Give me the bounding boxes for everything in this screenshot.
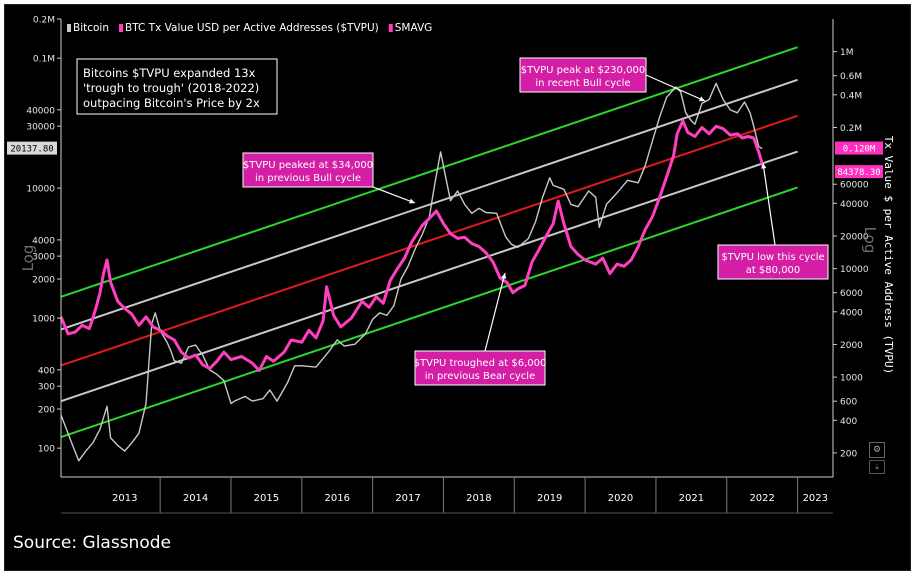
right-current-value: 84378.30 bbox=[837, 168, 880, 178]
left-current-value: 20137.80 bbox=[10, 145, 53, 155]
x-tick-label: 2017 bbox=[395, 493, 420, 504]
annotation-1: $TVPU peaked at $34,000 in previous Bull … bbox=[242, 152, 416, 204]
source-label: Source: Glassnode bbox=[13, 533, 171, 553]
annotation-line: in previous Bear cycle bbox=[425, 371, 536, 382]
legend: Bitcoin BTC Tx Value USD per Active Addre… bbox=[67, 22, 432, 34]
right-tick-label: 0.6M bbox=[840, 72, 862, 82]
right-current-value-box bbox=[835, 165, 883, 179]
right-tick-label: 60000 bbox=[840, 181, 869, 191]
right-tick-label: 1000 bbox=[840, 374, 863, 384]
annotation-line: $TVPU peak at $230,000 bbox=[521, 65, 645, 76]
legend-swatch bbox=[388, 24, 393, 32]
annotation-arrow bbox=[762, 162, 776, 246]
annotation-arrowhead bbox=[501, 273, 507, 279]
annotation-4: $TVPU low this cycle at $80,000 bbox=[717, 162, 829, 280]
x-tick-label: 2015 bbox=[254, 493, 279, 504]
right-tick-label: 1M bbox=[840, 48, 854, 58]
left-tick-label: 100 bbox=[38, 445, 55, 455]
left-axis-label: Log bbox=[19, 245, 37, 272]
right-current-value-box bbox=[835, 141, 883, 155]
left-tick-label: 4000 bbox=[32, 236, 55, 246]
trend-line-2 bbox=[60, 114, 798, 367]
right-tick-label: 200 bbox=[840, 449, 857, 459]
chart-export-icon[interactable]: ⤓ bbox=[869, 460, 885, 474]
annotation-3: $TVPU troughed at $6,000 in previous Bear… bbox=[414, 272, 547, 386]
left-tick-label: 200 bbox=[38, 406, 55, 416]
series-layer bbox=[59, 82, 766, 462]
annotation-line: $TVPU peaked at $34,000 bbox=[243, 160, 373, 171]
x-tick-label: 2016 bbox=[324, 493, 349, 504]
annotation-arrow bbox=[645, 74, 706, 102]
legend-item: Bitcoin bbox=[73, 22, 109, 34]
annotation-line: at $80,000 bbox=[746, 265, 801, 276]
left-tick-label: 30000 bbox=[26, 123, 55, 133]
left-current-value-box bbox=[7, 141, 57, 155]
trend-line-4 bbox=[60, 186, 798, 439]
right-tick-label: 400 bbox=[840, 417, 857, 427]
legend-item: SMAVG bbox=[395, 22, 433, 34]
right-axis-label: Log bbox=[861, 227, 879, 254]
x-tick-label: 2014 bbox=[183, 493, 208, 504]
right-tick-label: 0.4M bbox=[840, 91, 862, 101]
annotation-box bbox=[76, 58, 278, 115]
left-tick-label: 1000 bbox=[32, 315, 55, 325]
annotation-box bbox=[519, 57, 647, 93]
right-tick-label: 6000 bbox=[840, 289, 863, 299]
annotation-arrowhead bbox=[761, 163, 767, 169]
annotation-line: in recent Bull cycle bbox=[535, 78, 630, 89]
x-tick-label: 2020 bbox=[608, 493, 633, 504]
left-tick-label: 40000 bbox=[26, 106, 55, 116]
left-tick-label: 0.2M bbox=[33, 16, 55, 26]
annotation-arrowhead bbox=[699, 96, 705, 102]
left-tick-label: 2000 bbox=[32, 276, 55, 286]
legend-item: BTC Tx Value USD per Active Addresses ($… bbox=[125, 22, 379, 34]
x-tick-label: 2022 bbox=[749, 493, 774, 504]
right-current-value: 0.120M bbox=[843, 145, 876, 155]
chart-settings-icon[interactable]: ⚙ bbox=[869, 442, 885, 458]
right-axis-title: Tx Value $ per Active Address (TVPU) bbox=[882, 136, 895, 374]
annotation-0: Bitcoins $TVPU expanded 13x'trough to tr… bbox=[76, 58, 278, 115]
annotation-line: outpacing Bitcoin's Price by 2x bbox=[83, 96, 260, 110]
chart-frame: 2013 2014 2015 2016 2017 2018 2019 2020 2021 2022… bbox=[4, 4, 911, 571]
x-tick-label: 2023 bbox=[803, 493, 828, 504]
annotation-arrow bbox=[372, 186, 416, 204]
left-tick-label: 3000 bbox=[32, 253, 55, 263]
left-tick-label: 400 bbox=[38, 366, 55, 376]
left-tick-label: 10000 bbox=[26, 185, 55, 195]
annotation-box bbox=[242, 152, 374, 188]
annotation-arrow bbox=[484, 272, 506, 352]
left-tick-label: 0.1M bbox=[33, 55, 55, 65]
legend-swatch bbox=[67, 24, 71, 32]
annotation-line: 'trough to trough' (2018-2022) bbox=[83, 81, 259, 95]
right-tick-label: 40000 bbox=[840, 200, 869, 210]
series-smavg bbox=[59, 119, 766, 372]
legend-swatch bbox=[119, 24, 124, 32]
x-tick-label: 2013 bbox=[112, 493, 137, 504]
annotation-box bbox=[717, 244, 829, 280]
axis-layer: 2013 2014 2015 2016 2017 2018 2019 2020 2021 2022… bbox=[7, 16, 895, 514]
right-tick-label: 600 bbox=[840, 398, 857, 408]
annotation-arrowhead bbox=[409, 198, 415, 204]
right-tick-label: 10000 bbox=[840, 265, 869, 275]
x-tick-label: 2019 bbox=[537, 493, 562, 504]
right-tick-label: 2000 bbox=[840, 341, 863, 351]
annotation-box bbox=[414, 350, 546, 386]
left-tick-label: 300 bbox=[38, 383, 55, 393]
annotation-line: $TVPU low this cycle bbox=[721, 252, 824, 263]
right-tick-label: 0.2M bbox=[840, 124, 862, 134]
annotation-line: in previous Bull cycle bbox=[255, 173, 361, 184]
right-tick-label: 20000 bbox=[840, 232, 869, 242]
tvpu-chart: 2013 2014 2015 2016 2017 2018 2019 2020 2021 2022… bbox=[7, 16, 895, 514]
x-tick-label: 2018 bbox=[466, 493, 491, 504]
annotation-2: $TVPU peak at $230,000 in recent Bull cyc… bbox=[519, 57, 706, 102]
right-tick-label: 4000 bbox=[840, 308, 863, 318]
trend-line-1 bbox=[60, 78, 798, 331]
x-tick-label: 2021 bbox=[679, 493, 704, 504]
trend-line-3 bbox=[60, 150, 798, 403]
annotation-line: Bitcoins $TVPU expanded 13x bbox=[83, 66, 256, 80]
annotation-line: $TVPU troughed at $6,000 bbox=[414, 358, 547, 369]
series-bitcoin bbox=[60, 82, 763, 462]
annotation-layer: Bitcoins $TVPU expanded 13x'trough to tr… bbox=[76, 57, 829, 386]
